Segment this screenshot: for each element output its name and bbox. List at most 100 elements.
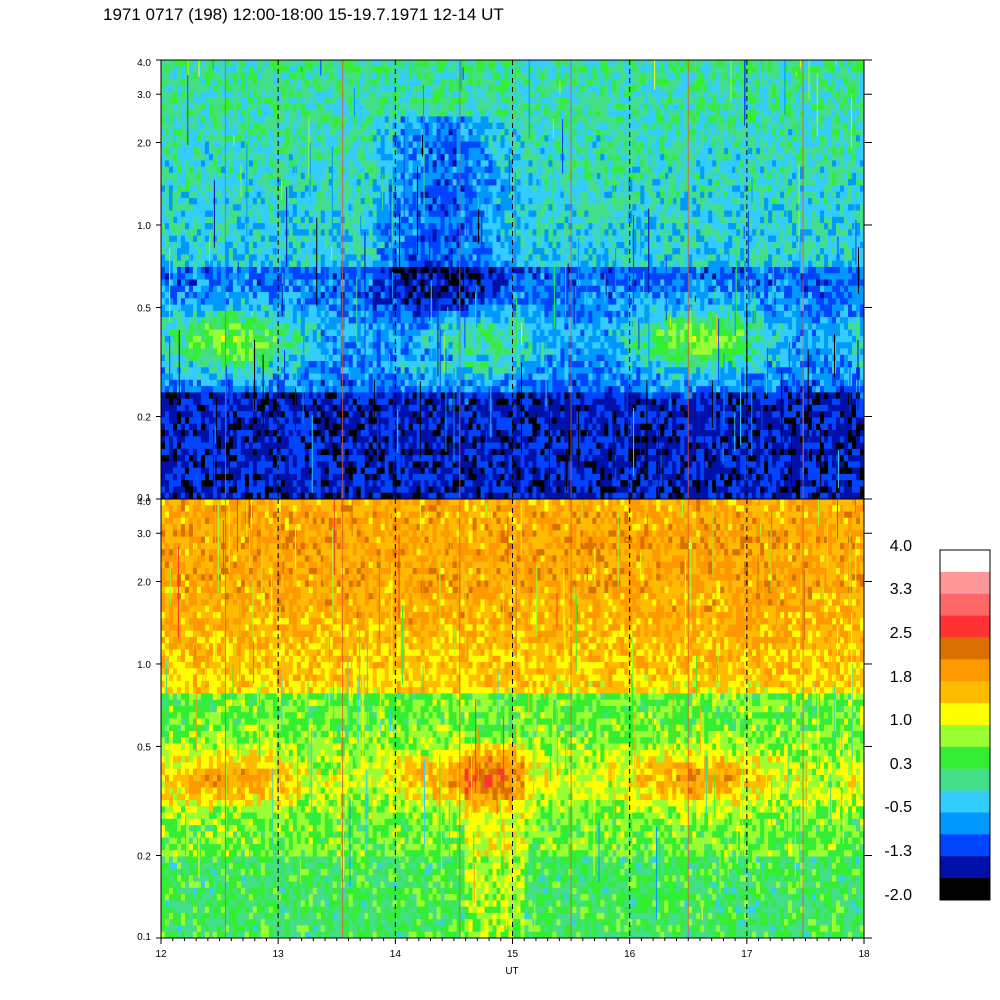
heatmap-cell <box>288 279 294 287</box>
heatmap-cell <box>420 354 426 362</box>
heatmap-cell <box>260 160 266 168</box>
heatmap-cell <box>180 304 186 312</box>
heatmap-cell <box>280 147 286 155</box>
heatmap-cell <box>408 210 414 218</box>
heatmap-cell <box>384 103 390 111</box>
heatmap-cell <box>216 210 222 218</box>
heatmap-cell <box>396 448 402 456</box>
heatmap-cell <box>212 254 218 262</box>
heatmap-cell <box>320 436 326 443</box>
heatmap-cell <box>304 417 310 425</box>
heatmap-cell <box>228 361 234 368</box>
heatmap-cell <box>308 329 314 337</box>
heatmap-cell <box>256 248 262 255</box>
heatmap-cell <box>348 191 354 199</box>
heatmap-cell <box>264 160 270 168</box>
heatmap-cell <box>228 404 234 412</box>
heatmap-cell <box>288 166 294 174</box>
heatmap-cell <box>284 361 290 368</box>
heatmap-cell <box>268 386 274 393</box>
heatmap-cell <box>161 210 166 218</box>
heatmap-cell <box>304 430 310 437</box>
heatmap-cell <box>304 436 310 443</box>
heatmap-cell <box>408 248 414 255</box>
heatmap-cell <box>312 404 318 412</box>
heatmap-cell <box>288 229 294 236</box>
heatmap-cell <box>336 430 342 437</box>
heatmap-cell <box>416 197 422 205</box>
heatmap-cell <box>428 373 434 381</box>
heatmap-cell <box>232 60 238 67</box>
heatmap-cell <box>408 492 414 499</box>
heatmap-cell <box>364 480 370 487</box>
heatmap-cell <box>168 292 174 299</box>
heatmap-cell <box>172 248 178 255</box>
heatmap-cell <box>436 348 441 356</box>
heatmap-cell <box>352 160 358 168</box>
heatmap-cell <box>248 292 254 299</box>
heatmap-cell <box>424 423 430 431</box>
heatmap-cell <box>292 78 298 86</box>
heatmap-cell <box>420 122 426 130</box>
heatmap-cell <box>276 292 282 299</box>
heatmap-cell <box>176 91 182 99</box>
heatmap-cell <box>200 91 206 99</box>
heatmap-cell <box>364 317 370 324</box>
heatmap-cell <box>212 348 218 356</box>
heatmap-cell <box>388 473 394 481</box>
heatmap-cell <box>320 323 326 331</box>
heatmap-cell <box>356 473 362 481</box>
heatmap-cell <box>308 323 314 331</box>
heatmap-cell <box>232 455 238 462</box>
heatmap-cell <box>216 354 222 362</box>
heatmap-cell <box>356 235 362 243</box>
heatmap-cell <box>236 241 242 249</box>
heatmap-cell <box>216 122 222 130</box>
heatmap-cell <box>440 279 445 287</box>
heatmap-cell <box>400 354 406 362</box>
heatmap-cell <box>436 492 441 499</box>
heatmap-cell <box>392 91 398 99</box>
heatmap-cell <box>388 266 394 274</box>
heatmap-cell <box>304 323 310 331</box>
heatmap-cell <box>360 386 366 393</box>
heatmap-cell <box>284 423 290 431</box>
heatmap-cell <box>164 279 170 287</box>
heatmap-cell <box>172 191 178 199</box>
heatmap-cell <box>272 241 278 249</box>
heatmap-cell <box>208 241 214 249</box>
heatmap-cell <box>380 348 386 356</box>
heatmap-cell <box>288 461 294 469</box>
heatmap-cell <box>212 110 218 117</box>
heatmap-cell <box>432 141 437 149</box>
heatmap-cell <box>384 354 390 362</box>
heatmap-cell <box>336 492 342 499</box>
heatmap-cell <box>404 329 410 337</box>
heatmap-cell <box>216 492 222 499</box>
heatmap-cell <box>440 210 445 218</box>
heatmap-cell <box>412 367 418 374</box>
heatmap-cell <box>384 204 390 211</box>
heatmap-cell <box>296 285 302 293</box>
heatmap-cell <box>328 91 334 99</box>
heatmap-cell <box>304 191 310 199</box>
heatmap-cell <box>396 461 402 469</box>
heatmap-cell <box>192 310 198 318</box>
heatmap-cell <box>256 342 262 349</box>
heatmap-cell <box>236 379 242 387</box>
heatmap-cell <box>224 72 230 80</box>
heatmap-cell <box>296 342 302 349</box>
heatmap-cell <box>188 103 194 111</box>
heatmap-cell <box>352 128 358 136</box>
heatmap-cell <box>408 436 414 443</box>
heatmap-cell <box>268 398 274 406</box>
heatmap-cell <box>200 248 206 255</box>
heatmap-cell <box>380 285 386 293</box>
heatmap-cell <box>200 436 206 443</box>
heatmap-cell <box>224 392 230 400</box>
heatmap-cell <box>324 467 330 475</box>
heatmap-cell <box>308 430 314 437</box>
heatmap-cell <box>356 304 362 312</box>
heatmap-cell <box>164 147 170 155</box>
heatmap-cell <box>252 436 258 443</box>
